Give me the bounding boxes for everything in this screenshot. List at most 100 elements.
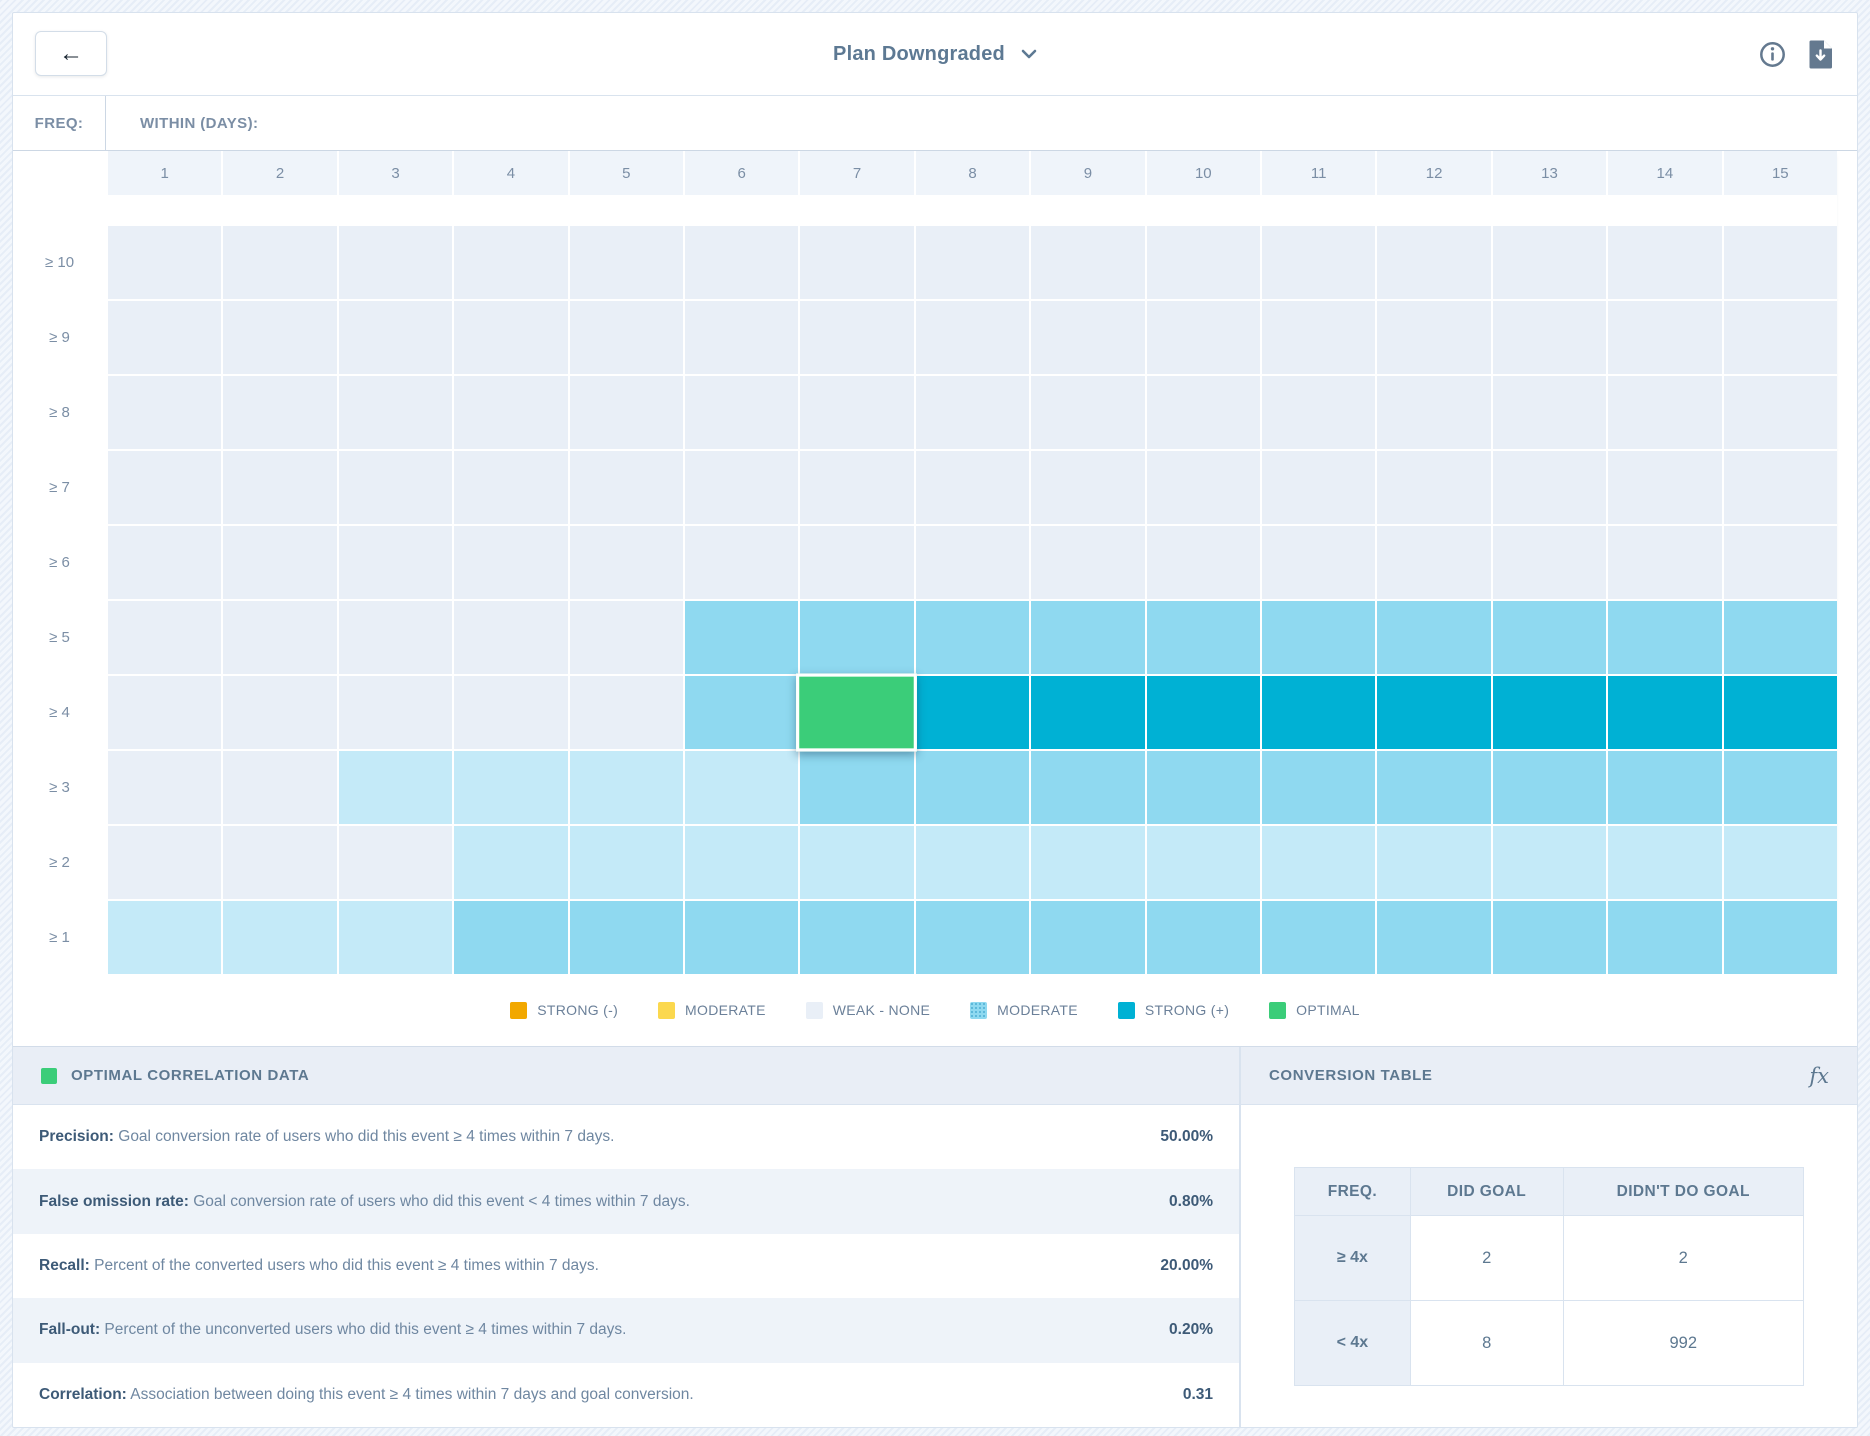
heatmap-cell[interactable] bbox=[1262, 826, 1376, 899]
heatmap-cell[interactable] bbox=[1031, 526, 1145, 599]
heatmap-cell[interactable] bbox=[915, 751, 1030, 824]
heatmap-cell-optimal-selected[interactable] bbox=[796, 673, 918, 752]
heatmap-cell[interactable] bbox=[800, 526, 914, 599]
heatmap-cell[interactable] bbox=[1608, 601, 1722, 674]
heatmap-cell[interactable] bbox=[223, 676, 337, 749]
heatmap-cell[interactable] bbox=[454, 601, 568, 674]
heatmap-cell[interactable] bbox=[1723, 526, 1837, 599]
heatmap-cell[interactable] bbox=[1608, 451, 1722, 524]
heatmap-cell[interactable] bbox=[1031, 901, 1145, 974]
heatmap-cell[interactable] bbox=[915, 826, 1030, 899]
heatmap-cell[interactable] bbox=[454, 301, 568, 374]
heatmap-cell[interactable] bbox=[108, 451, 222, 524]
heatmap-cell[interactable] bbox=[1262, 601, 1376, 674]
heatmap-cell[interactable] bbox=[569, 601, 683, 674]
heatmap-cell[interactable] bbox=[1031, 826, 1145, 899]
heatmap-cell[interactable] bbox=[1031, 451, 1145, 524]
heatmap-cell[interactable] bbox=[338, 751, 453, 824]
heatmap-cell[interactable] bbox=[1723, 751, 1837, 824]
heatmap-cell[interactable] bbox=[1723, 451, 1837, 524]
heatmap-cell[interactable] bbox=[338, 226, 453, 299]
heatmap-cell[interactable] bbox=[1262, 226, 1376, 299]
heatmap-cell[interactable] bbox=[454, 826, 568, 899]
heatmap-cell[interactable] bbox=[685, 601, 799, 674]
heatmap-cell[interactable] bbox=[1031, 676, 1145, 749]
heatmap-cell[interactable] bbox=[915, 376, 1030, 449]
heatmap-cell[interactable] bbox=[1262, 301, 1376, 374]
heatmap-cell[interactable] bbox=[223, 526, 337, 599]
heatmap-cell[interactable] bbox=[1031, 751, 1145, 824]
heatmap-cell[interactable] bbox=[685, 226, 799, 299]
heatmap-cell[interactable] bbox=[338, 601, 453, 674]
heatmap-cell[interactable] bbox=[569, 526, 683, 599]
heatmap-cell[interactable] bbox=[108, 526, 222, 599]
heatmap-cell[interactable] bbox=[569, 226, 683, 299]
heatmap-cell[interactable] bbox=[1723, 226, 1837, 299]
heatmap-cell[interactable] bbox=[1608, 301, 1722, 374]
heatmap-cell[interactable] bbox=[223, 901, 337, 974]
heatmap-cell[interactable] bbox=[1492, 376, 1607, 449]
heatmap-cell[interactable] bbox=[1146, 226, 1260, 299]
heatmap-cell[interactable] bbox=[685, 901, 799, 974]
heatmap-cell[interactable] bbox=[1377, 226, 1491, 299]
heatmap-cell[interactable] bbox=[223, 376, 337, 449]
heatmap-cell[interactable] bbox=[223, 751, 337, 824]
info-icon[interactable] bbox=[1759, 41, 1786, 68]
heatmap-cell[interactable] bbox=[685, 676, 799, 749]
heatmap-cell[interactable] bbox=[1262, 451, 1376, 524]
heatmap-cell[interactable] bbox=[1377, 901, 1491, 974]
heatmap-cell[interactable] bbox=[1031, 601, 1145, 674]
heatmap-cell[interactable] bbox=[915, 601, 1030, 674]
heatmap-cell[interactable] bbox=[454, 676, 568, 749]
heatmap-cell[interactable] bbox=[569, 376, 683, 449]
heatmap-cell[interactable] bbox=[800, 376, 914, 449]
heatmap-cell[interactable] bbox=[685, 451, 799, 524]
download-icon[interactable] bbox=[1808, 40, 1833, 69]
heatmap-cell[interactable] bbox=[569, 751, 683, 824]
heatmap-cell[interactable] bbox=[569, 826, 683, 899]
heatmap-cell[interactable] bbox=[685, 751, 799, 824]
heatmap-cell[interactable] bbox=[1608, 526, 1722, 599]
heatmap-cell[interactable] bbox=[915, 301, 1030, 374]
heatmap-cell[interactable] bbox=[685, 826, 799, 899]
heatmap-cell[interactable] bbox=[569, 676, 683, 749]
heatmap-cell[interactable] bbox=[1146, 601, 1260, 674]
heatmap-cell[interactable] bbox=[1262, 901, 1376, 974]
heatmap-cell[interactable] bbox=[1723, 601, 1837, 674]
heatmap-cell[interactable] bbox=[1146, 376, 1260, 449]
heatmap-cell[interactable] bbox=[454, 376, 568, 449]
heatmap-cell[interactable] bbox=[800, 751, 914, 824]
heatmap-cell[interactable] bbox=[569, 901, 683, 974]
heatmap-cell[interactable] bbox=[1146, 751, 1260, 824]
heatmap-cell[interactable] bbox=[1492, 526, 1607, 599]
heatmap-cell[interactable] bbox=[338, 376, 453, 449]
heatmap-cell[interactable] bbox=[338, 826, 453, 899]
heatmap-cell[interactable] bbox=[108, 601, 222, 674]
heatmap-cell[interactable] bbox=[1377, 301, 1491, 374]
heatmap-cell[interactable] bbox=[108, 751, 222, 824]
heatmap-cell[interactable] bbox=[800, 826, 914, 899]
back-button[interactable]: ← bbox=[35, 31, 107, 76]
heatmap-cell[interactable] bbox=[1377, 676, 1491, 749]
heatmap-cell[interactable] bbox=[685, 526, 799, 599]
heatmap-cell[interactable] bbox=[1377, 751, 1491, 824]
heatmap-cell[interactable] bbox=[454, 526, 568, 599]
heatmap-cell[interactable] bbox=[800, 451, 914, 524]
heatmap-cell[interactable] bbox=[685, 376, 799, 449]
heatmap-cell[interactable] bbox=[338, 451, 453, 524]
formula-icon[interactable]: fx bbox=[1809, 1063, 1829, 1088]
heatmap-cell[interactable] bbox=[108, 301, 222, 374]
heatmap-cell[interactable] bbox=[685, 301, 799, 374]
heatmap-cell[interactable] bbox=[1031, 376, 1145, 449]
heatmap-cell[interactable] bbox=[1608, 676, 1722, 749]
heatmap-cell[interactable] bbox=[223, 601, 337, 674]
heatmap-cell[interactable] bbox=[108, 826, 222, 899]
heatmap-cell[interactable] bbox=[1377, 526, 1491, 599]
heatmap-cell[interactable] bbox=[1262, 376, 1376, 449]
heatmap-cell[interactable] bbox=[1262, 676, 1376, 749]
heatmap-cell[interactable] bbox=[454, 751, 568, 824]
heatmap-cell[interactable] bbox=[1262, 751, 1376, 824]
heatmap-cell[interactable] bbox=[223, 451, 337, 524]
heatmap-cell[interactable] bbox=[1377, 826, 1491, 899]
heatmap-cell[interactable] bbox=[108, 226, 222, 299]
